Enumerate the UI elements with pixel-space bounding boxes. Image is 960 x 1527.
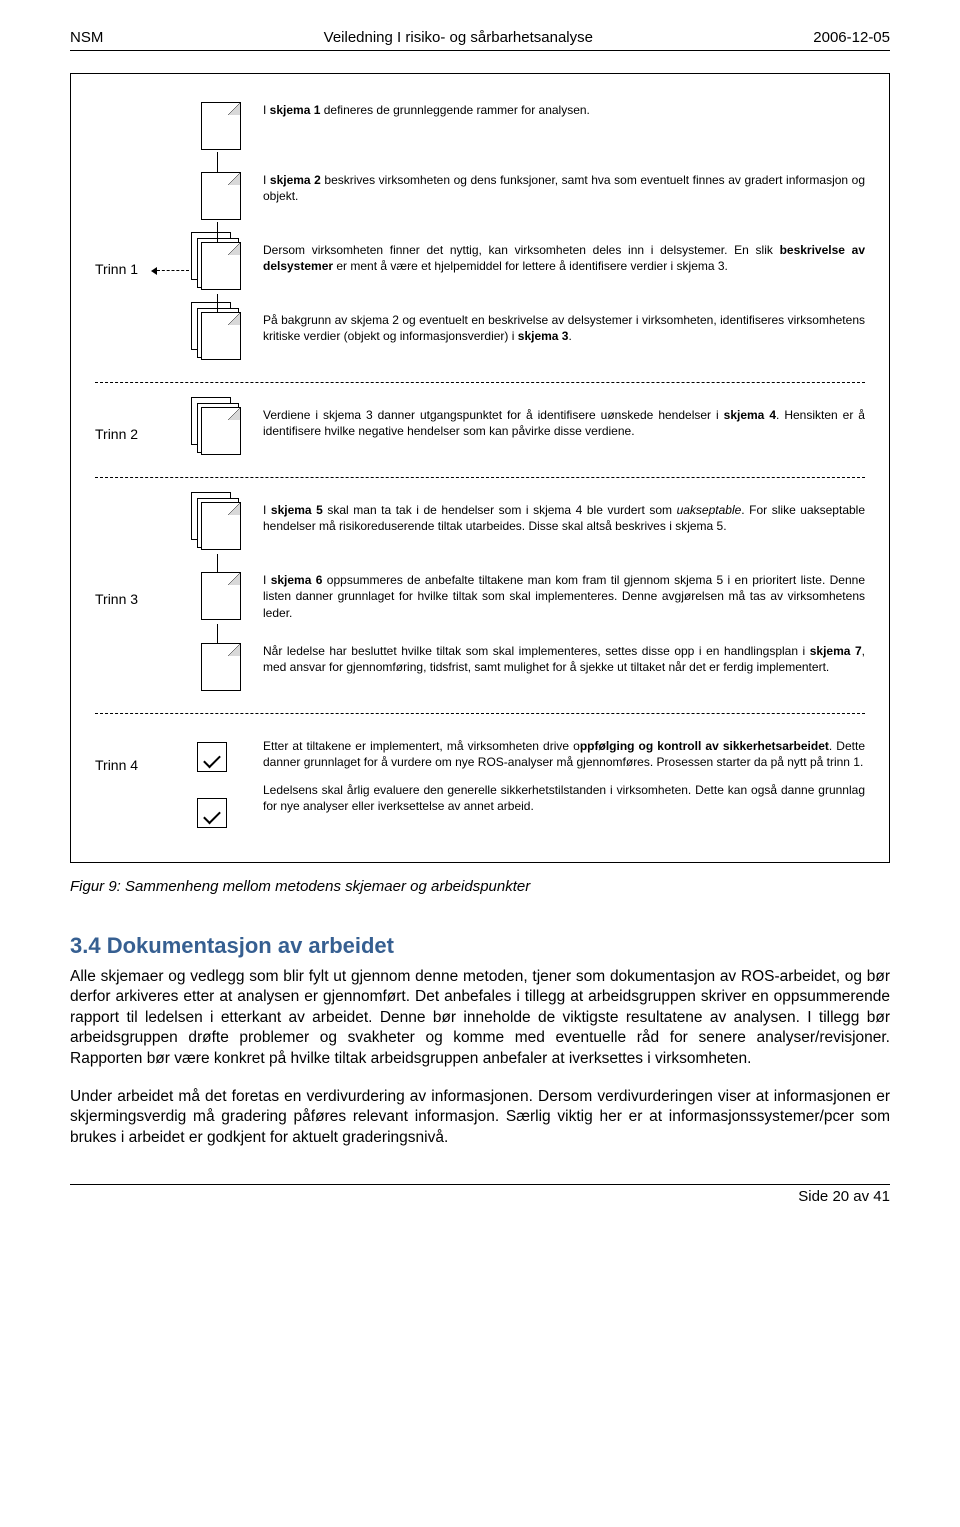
- dashed-separator: [95, 477, 865, 478]
- step-4-text: På bakgrunn av skjema 2 og eventuelt en …: [253, 312, 865, 344]
- page-footer: Side 20 av 41: [70, 1184, 890, 1207]
- body-paragraph-2: Under arbeidet må det foretas en verdivu…: [70, 1087, 890, 1148]
- step-2-text: I skjema 2 beskrives virksomheten og den…: [253, 172, 865, 204]
- header-center: Veiledning I risiko- og sårbarhetsanalys…: [324, 28, 593, 48]
- step-6-text: I skjema 5 skal man ta tak i de hendelse…: [253, 502, 865, 534]
- step-9-text: Etter at tiltakene er implementert, må v…: [253, 738, 865, 815]
- step-1-text: I skjema 1 defineres de grunnleggende ra…: [253, 102, 865, 118]
- process-diagram: I skjema 1 defineres de grunnleggende ra…: [70, 73, 890, 863]
- step-8-text: Når ledelse har besluttet hvilke tiltak …: [253, 643, 865, 675]
- trinn-4-label: Trinn 4: [95, 738, 189, 775]
- page-icon: [201, 102, 241, 150]
- section-heading: 3.4 Dokumentasjon av arbeidet: [70, 931, 890, 961]
- figure-caption: Figur 9: Sammenheng mellom metodens skje…: [70, 877, 890, 897]
- page-icon: [201, 172, 241, 220]
- step-7-text: I skjema 6 oppsummeres de anbefalte tilt…: [253, 572, 865, 621]
- page-icon: [201, 643, 241, 691]
- dashed-separator: [95, 382, 865, 383]
- page-header: NSM Veiledning I risiko- og sårbarhetsan…: [70, 28, 890, 51]
- dashed-arrow-icon: [157, 270, 189, 271]
- step-10-text: Ledelsens skal årlig evaluere den genere…: [263, 782, 865, 814]
- checkbox-icon: [197, 742, 227, 772]
- page-icon: [201, 572, 241, 620]
- page-stack-icon: [201, 407, 241, 455]
- page-stack-icon: [201, 502, 241, 550]
- page-number: Side 20 av 41: [798, 1188, 890, 1205]
- step-3-text: Dersom virksomheten finner det nyttig, k…: [253, 242, 865, 274]
- page-stack-icon: [201, 242, 241, 290]
- header-left: NSM: [70, 28, 103, 48]
- trinn-3-label: Trinn 3: [95, 572, 189, 609]
- step-5-text: Verdiene i skjema 3 danner utgangspunkte…: [253, 407, 865, 439]
- header-right: 2006-12-05: [813, 28, 890, 48]
- body-paragraph-1: Alle skjemaer og vedlegg som blir fylt u…: [70, 967, 890, 1069]
- checkbox-icon: [197, 798, 227, 828]
- trinn-1-label: Trinn 1: [95, 242, 189, 279]
- page-stack-icon: [201, 312, 241, 360]
- trinn-2-label: Trinn 2: [95, 407, 189, 444]
- dashed-separator: [95, 713, 865, 714]
